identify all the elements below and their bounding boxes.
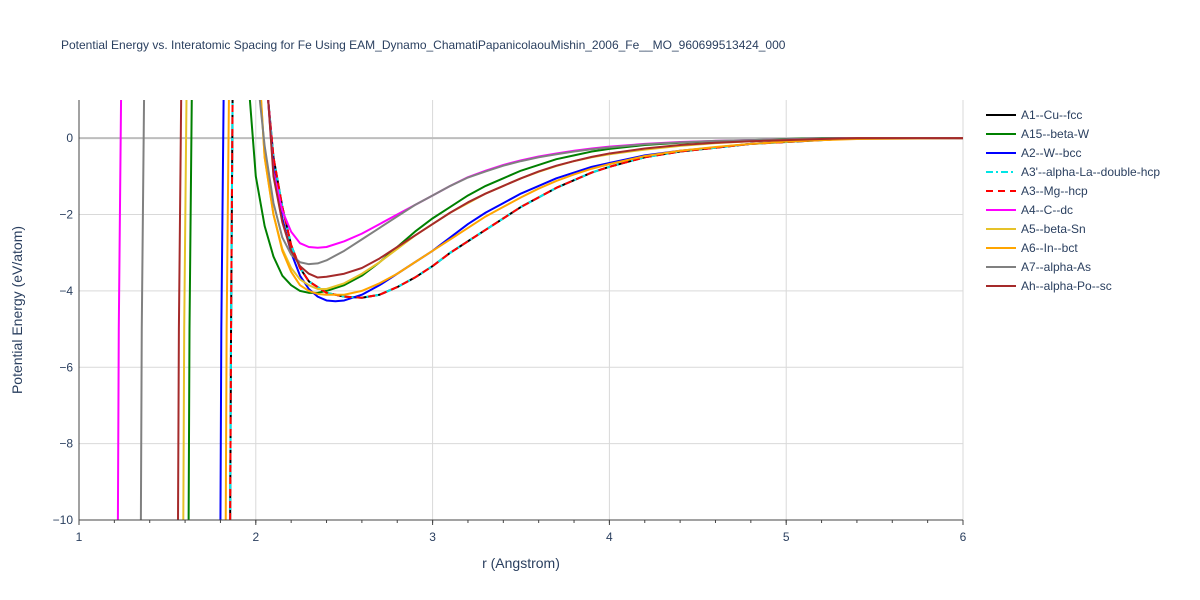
series-line <box>224 100 963 520</box>
x-tick-label: 2 <box>252 530 259 544</box>
series-line <box>229 100 963 520</box>
y-tick-label: −8 <box>59 437 73 451</box>
chart-title: Potential Energy vs. Interatomic Spacing… <box>61 38 786 52</box>
y-tick-label: −4 <box>59 284 73 298</box>
legend-item[interactable]: A7--alpha-As <box>986 260 1091 274</box>
legend-label: A5--beta-Sn <box>1021 222 1086 236</box>
series-layer <box>116 100 963 520</box>
x-tick-label: 1 <box>76 530 83 544</box>
legend-item[interactable]: A3'--alpha-La--double-hcp <box>986 165 1160 179</box>
series-line <box>139 100 963 520</box>
legend-label: A15--beta-W <box>1021 127 1090 141</box>
legend-item[interactable]: A4--C--dc <box>986 203 1073 217</box>
legend-item[interactable]: A6--In--bct <box>986 241 1078 255</box>
x-tick-label: 5 <box>783 530 790 544</box>
y-axis-title: Potential Energy (eV/atom) <box>9 226 25 394</box>
y-tick-label: −10 <box>53 513 74 527</box>
legend-label: A1--Cu--fcc <box>1021 108 1082 122</box>
legend-item[interactable]: A3--Mg--hcp <box>986 184 1088 198</box>
legend-item[interactable]: Ah--alpha-Po--sc <box>986 279 1112 293</box>
legend-label: A3'--alpha-La--double-hcp <box>1021 165 1160 179</box>
legend-label: A3--Mg--hcp <box>1021 184 1088 198</box>
legend-item[interactable]: A15--beta-W <box>986 127 1090 141</box>
legend-label: A4--C--dc <box>1021 203 1073 217</box>
series-line <box>182 100 963 520</box>
legend-item[interactable]: A2--W--bcc <box>986 146 1081 160</box>
series-line <box>229 100 963 520</box>
x-tick-label: 6 <box>960 530 967 544</box>
y-tick-label: −2 <box>59 208 73 222</box>
y-tick-label: 0 <box>66 131 73 145</box>
legend-label: A6--In--bct <box>1021 241 1078 255</box>
series-line <box>177 100 963 520</box>
x-axis-title: r (Angstrom) <box>482 555 560 571</box>
y-tick-label: −6 <box>59 360 73 374</box>
series-line <box>187 100 963 520</box>
axis-layer: 1 2 3 4 5 6 0 −2 −4 −6 −8 −10 <box>53 100 967 544</box>
series-line <box>219 100 963 520</box>
series-line <box>116 100 963 520</box>
legend-item[interactable]: A5--beta-Sn <box>986 222 1086 236</box>
legend: A1--Cu--fcc A15--beta-W A2--W--bcc A3'--alp… <box>986 108 1160 293</box>
x-tick-label: 3 <box>429 530 436 544</box>
x-tick-label: 4 <box>606 530 613 544</box>
legend-item[interactable]: A1--Cu--fcc <box>986 108 1082 122</box>
legend-label: A2--W--bcc <box>1021 146 1081 160</box>
legend-label: Ah--alpha-Po--sc <box>1021 279 1112 293</box>
series-line <box>229 100 963 520</box>
legend-label: A7--alpha-As <box>1021 260 1091 274</box>
grid-layer <box>78 100 964 521</box>
